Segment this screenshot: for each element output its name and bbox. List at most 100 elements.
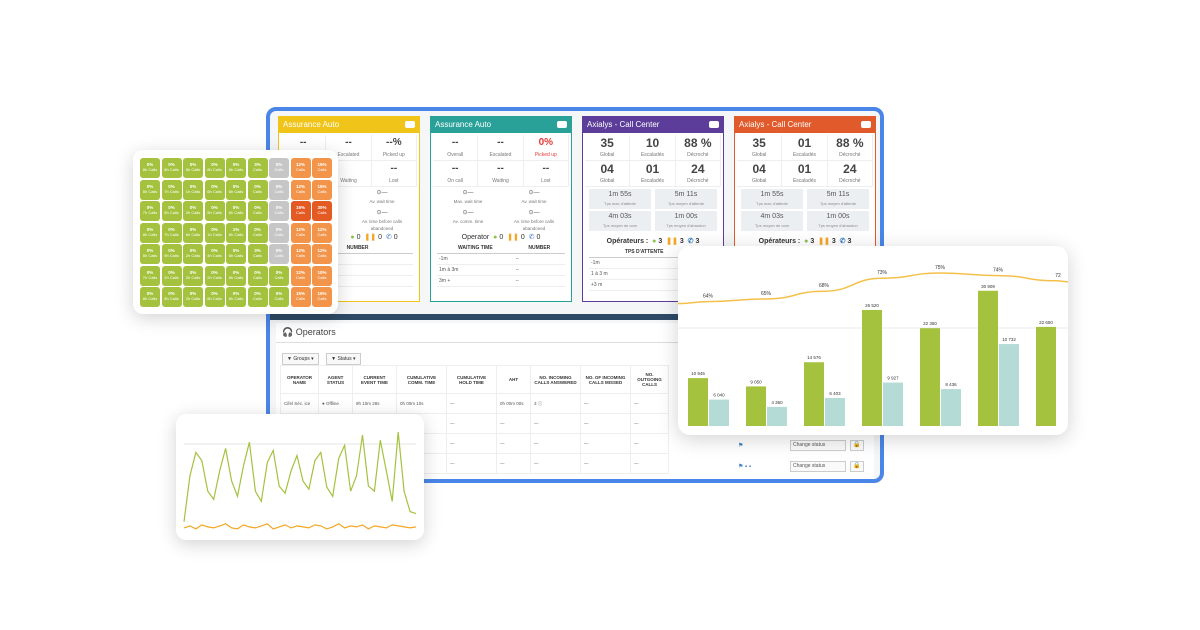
heatmap-cell[interactable]: 0% 8h Calls	[204, 158, 225, 178]
heatmap-cell[interactable]: 0% 2h Calls	[204, 265, 225, 286]
heatmap-cell[interactable]: 0% 7h Calls	[140, 265, 160, 286]
heatmap-cell[interactable]: 0% 6h Calls	[183, 222, 203, 243]
heatmap-cell[interactable]: 15% Calls	[312, 158, 332, 178]
bar-series-1-cat-1[interactable]	[688, 378, 708, 426]
heatmap-cell[interactable]: 0% 6h Calls	[204, 179, 225, 200]
heatmap-cell[interactable]: 15% Calls	[312, 179, 332, 200]
heatmap-cell[interactable]: 0% 8h Calls	[226, 201, 246, 221]
tv-icon[interactable]	[861, 121, 871, 128]
col-agent-status[interactable]: AGENT STATUS	[318, 365, 353, 394]
col-cumulative-hold-time[interactable]: CUMULATIVE HOLD TIME	[446, 365, 497, 394]
tv-icon[interactable]	[405, 121, 415, 128]
heatmap-cell[interactable]: 0% 5h Calls	[204, 201, 225, 221]
heatmap-cell[interactable]: 0% 6h Calls	[226, 179, 246, 200]
heatmap-cell[interactable]: 3% Calls	[247, 158, 268, 178]
heatmap-cell[interactable]: 12% Calls	[312, 222, 332, 243]
heatmap-cell[interactable]: 0% 6h Calls	[226, 244, 246, 264]
bar-series-2-cat-1[interactable]	[709, 399, 729, 426]
heatmap-cell[interactable]: 0% 8h Calls	[140, 287, 160, 307]
heatmap-cell[interactable]: 0% 5h Calls	[161, 201, 182, 221]
heatmap-cell[interactable]: 0% 7h Calls	[161, 179, 182, 200]
heatmap-cell[interactable]: 0% 8h Calls	[140, 179, 160, 200]
heatmap-cell[interactable]: 0% 8h Calls	[161, 158, 182, 178]
heatmap-cell[interactable]: 0% Calls	[247, 179, 268, 200]
bar-series-2-cat-3[interactable]	[825, 397, 845, 426]
heatmap-cell[interactable]: 0% 2h Calls	[183, 244, 203, 264]
heatmap-cell[interactable]: 0% 8h Calls	[140, 222, 160, 243]
heatmap-cell[interactable]: 0% 8h Calls	[226, 158, 246, 178]
heatmap-cell[interactable]: 0% Calls	[247, 265, 268, 286]
heatmap-cell[interactable]: 15% Calls	[290, 287, 311, 307]
col-cumulative-comm-time[interactable]: CUMULATIVE COMM. TIME	[396, 365, 447, 394]
heatmap-cell[interactable]: 0% 1h Calls	[204, 222, 225, 243]
heatmap-cell[interactable]: 0% 8h Calls	[140, 244, 160, 264]
heatmap-cell[interactable]: 0% 2h Calls	[183, 265, 203, 286]
table-row[interactable]: Cifel Séc. ice ● Offline 9h 10m 28s 0h 0…	[280, 393, 669, 414]
heatmap-cell[interactable]: 10% Calls	[312, 265, 332, 286]
status-filter-button[interactable]: ▼ Status ▾	[326, 353, 361, 365]
col-incoming-missed[interactable]: NO. OF INCOMING CALLS MISSED	[580, 365, 631, 394]
change-status-select[interactable]: Change status	[790, 440, 846, 451]
change-status-select[interactable]: Change status	[790, 461, 846, 472]
bar-series-1-cat-6[interactable]	[978, 290, 998, 426]
lock-icon[interactable]: 🔒	[850, 440, 864, 451]
heatmap-cell[interactable]: 1% 8h Calls	[226, 222, 246, 243]
heatmap-cell[interactable]: 12% Calls	[290, 158, 311, 178]
bar-series-1-cat-5[interactable]	[920, 328, 940, 426]
heatmap-cell[interactable]: 0% Calls	[269, 222, 289, 243]
lock-icon[interactable]: 🔒	[850, 461, 864, 472]
heatmap-cell[interactable]: 0% Calls	[247, 201, 268, 221]
bar-series-2-cat-4[interactable]	[883, 382, 903, 426]
col-current-event-time[interactable]: CURRENT EVENT TIME	[352, 365, 397, 394]
tv-icon[interactable]	[557, 121, 567, 128]
heatmap-cell[interactable]: 0% 1h Calls	[183, 179, 203, 200]
heatmap-cell[interactable]: 30% Calls	[312, 201, 332, 221]
bar-series-1-cat-3[interactable]	[804, 362, 824, 426]
heatmap-cell[interactable]: 3% Calls	[247, 244, 268, 264]
card-title: Assurance Auto	[435, 120, 492, 129]
heatmap-cell[interactable]: 0% Calls	[247, 222, 268, 243]
bar-value-label: 6 403	[829, 391, 841, 396]
heatmap-cell[interactable]: 0% Calls	[269, 158, 289, 178]
heatmap-cell[interactable]: 0% 2h Calls	[161, 265, 182, 286]
col-operator-name[interactable]: OPERATOR NAME	[280, 365, 319, 394]
heatmap-cell[interactable]: 12% Calls	[290, 265, 311, 286]
bar-series-2-cat-2[interactable]	[767, 406, 787, 426]
heatmap-cell[interactable]: 0% 8h Calls	[140, 158, 160, 178]
heatmap-cell[interactable]: 12% Calls	[290, 222, 311, 243]
heatmap-cell[interactable]: 0% 9h Calls	[161, 244, 182, 264]
heatmap-cell[interactable]: 0% 8h Calls	[226, 287, 246, 307]
heatmap-cell[interactable]: 0% Calls	[247, 287, 268, 307]
heatmap-cell[interactable]: 0% 7h Calls	[161, 222, 182, 243]
bar-series-1-cat-4[interactable]	[862, 309, 882, 426]
heatmap-cell[interactable]: 12% Calls	[290, 179, 311, 200]
heatmap-cell[interactable]: 0% Calls	[269, 287, 289, 307]
heatmap-cell[interactable]: 0% 8h Calls	[161, 287, 182, 307]
heatmap-cell[interactable]: 0% 4h Calls	[204, 244, 225, 264]
heatmap-cell[interactable]: 0% Calls	[269, 179, 289, 200]
bar-series-1-cat-2[interactable]	[746, 386, 766, 426]
tv-icon[interactable]	[709, 121, 719, 128]
groups-filter-button[interactable]: ▼ Groups ▾	[282, 353, 319, 365]
bar-series-2-cat-6[interactable]	[999, 344, 1019, 426]
heatmap-cell[interactable]: 16% Calls	[290, 201, 311, 221]
heatmap-cell[interactable]: 15% Calls	[312, 287, 332, 307]
col-outgoing-calls[interactable]: NO. OUTGOING CALLS	[630, 365, 669, 394]
heatmap-cell[interactable]: 0% Calls	[269, 244, 289, 264]
info-icon[interactable]: ⓘ	[537, 400, 543, 406]
heatmap-cell[interactable]: 0% 8h Calls	[204, 287, 225, 307]
bar-series-2-cat-5[interactable]	[941, 389, 961, 426]
heatmap-cell[interactable]: 0% 2h Calls	[183, 201, 203, 221]
heatmap-cell[interactable]: 0% 8h Calls	[226, 265, 246, 286]
bar-series-1-cat-7[interactable]	[1036, 326, 1056, 426]
heatmap-cell[interactable]: 0% Calls	[269, 265, 289, 286]
col-incoming-answered[interactable]: NO. INCOMING CALLS ANSWERED	[530, 365, 581, 394]
col-aht[interactable]: AHT	[496, 365, 531, 394]
heatmap-cell[interactable]: 0% 2h Calls	[183, 287, 203, 307]
heatmap-cell[interactable]: 0% 7h Calls	[140, 201, 160, 221]
heatmap-cell[interactable]: 12% Calls	[312, 244, 332, 264]
kpi-value: 88 %	[836, 136, 864, 150]
heatmap-cell[interactable]: 0% 8h Calls	[183, 158, 203, 178]
heatmap-cell[interactable]: 12% Calls	[290, 244, 311, 264]
heatmap-cell[interactable]: 0% Calls	[269, 201, 289, 221]
